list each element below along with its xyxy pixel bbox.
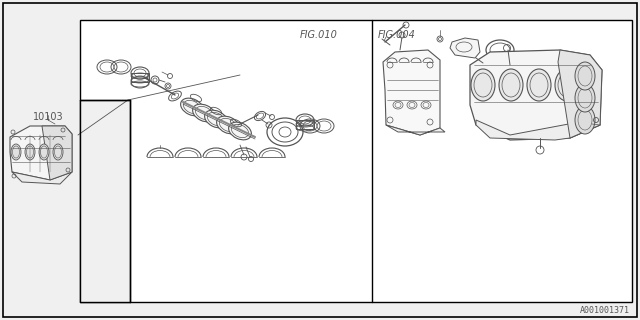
Ellipse shape: [575, 62, 595, 90]
Polygon shape: [80, 100, 130, 302]
Ellipse shape: [205, 110, 227, 128]
Polygon shape: [386, 125, 445, 135]
Bar: [80, 20, 632, 302]
Polygon shape: [558, 50, 602, 138]
Bar: [131, 73, 149, 82]
Ellipse shape: [11, 144, 21, 160]
Ellipse shape: [555, 69, 579, 101]
Text: FIG.010: FIG.010: [300, 30, 338, 40]
Ellipse shape: [471, 69, 495, 101]
Polygon shape: [10, 126, 72, 180]
Text: A001001371: A001001371: [580, 306, 630, 315]
Ellipse shape: [180, 98, 204, 116]
Polygon shape: [450, 38, 480, 58]
Ellipse shape: [527, 69, 551, 101]
Ellipse shape: [193, 104, 216, 122]
Polygon shape: [470, 50, 602, 140]
Polygon shape: [476, 120, 600, 140]
Polygon shape: [42, 126, 72, 180]
Text: 10103: 10103: [33, 112, 63, 122]
Polygon shape: [383, 50, 440, 135]
Ellipse shape: [39, 144, 49, 160]
Ellipse shape: [575, 106, 595, 134]
Ellipse shape: [228, 122, 252, 140]
Ellipse shape: [499, 69, 523, 101]
Ellipse shape: [216, 116, 239, 134]
Ellipse shape: [53, 144, 63, 160]
Polygon shape: [12, 172, 72, 184]
Ellipse shape: [575, 84, 595, 112]
Text: FIG.004: FIG.004: [378, 30, 416, 40]
Ellipse shape: [25, 144, 35, 160]
Bar: [296, 120, 314, 129]
